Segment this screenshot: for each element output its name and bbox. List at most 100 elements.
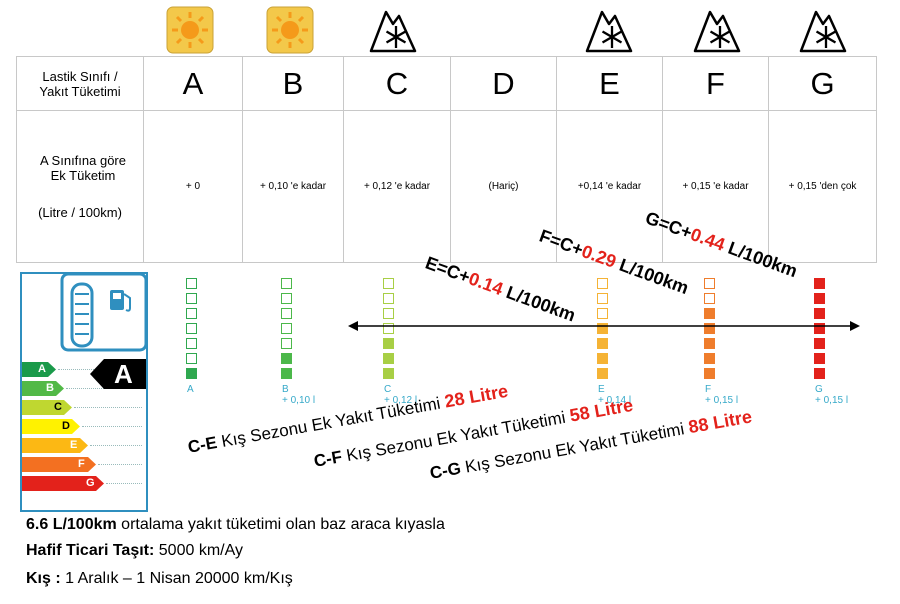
class-square	[704, 368, 715, 379]
fuel-pump-icon	[110, 290, 131, 312]
class-square	[814, 338, 825, 349]
header-row: Lastik Sınıfı / Yakıt Tüketimi A B C D E …	[16, 56, 877, 111]
class-square	[186, 353, 197, 364]
season-ce-liters: 28 Litre	[442, 380, 510, 412]
snowflake-mountain-icon	[692, 4, 741, 53]
class-square	[704, 293, 715, 304]
column-caption-value: + 0,12 l	[384, 395, 418, 406]
class-square	[597, 293, 608, 304]
class-square	[186, 323, 197, 334]
class-square	[383, 293, 394, 304]
color-column-a	[186, 278, 200, 383]
class-square	[704, 278, 715, 289]
class-square	[597, 338, 608, 349]
column-caption-letter: B	[282, 384, 289, 395]
class-square	[814, 323, 825, 334]
header-class-c: C	[343, 56, 451, 111]
column-caption-g: G + 0,15 l	[815, 385, 848, 406]
class-square	[186, 338, 197, 349]
consumption-e: +0,14 'e kadar	[556, 110, 663, 263]
consumption-c: + 0,12 'e kadar	[343, 110, 451, 263]
active-class-letter: A	[114, 359, 133, 389]
column-caption-letter: C	[384, 384, 392, 395]
consumption-row: A Sınıfına göre Ek Tüketim (Litre / 100km…	[16, 110, 877, 263]
footer-line-1: 6.6 L/100km ortalama yakıt tüketimi olan…	[26, 516, 445, 534]
header-class-f: F	[662, 56, 769, 111]
active-class-pointer: A	[90, 359, 146, 394]
class-square	[186, 293, 197, 304]
footer-base-consumption: 6.6 L/100km	[26, 516, 117, 533]
footer-line3-text: 1 Aralık – 1 Nisan 20000 km/Kış	[60, 570, 293, 587]
color-column-g	[814, 278, 828, 383]
consumption-g: + 0,15 'den çok	[768, 110, 877, 263]
tire-icon	[70, 282, 94, 348]
footer-line2-text: 5000 km/Ay	[154, 542, 243, 559]
class-square	[383, 308, 394, 319]
class-square	[704, 308, 715, 319]
season-cf-pair: C-F	[312, 447, 344, 471]
header-label-line2: Yakıt Tüketimi	[39, 83, 121, 99]
header-label: Lastik Sınıfı / Yakıt Tüketimi	[16, 56, 144, 111]
class-square	[704, 353, 715, 364]
range-double-arrow	[348, 321, 860, 331]
row-label-line2: Ek Tüketim	[50, 168, 116, 183]
class-square	[281, 338, 292, 349]
header-class-e: E	[556, 56, 663, 111]
class-square	[814, 293, 825, 304]
column-caption-value: + 0,15 l	[705, 395, 739, 406]
season-ce-pair: C-E	[186, 433, 219, 457]
header-class-a: A	[143, 56, 243, 111]
class-square	[597, 368, 608, 379]
energy-class-letter-c: C	[54, 401, 62, 413]
class-square	[281, 293, 292, 304]
class-square	[186, 308, 197, 319]
header-label-line1: Lastik Sınıfı /	[42, 68, 118, 84]
energy-class-letter-d: D	[62, 420, 70, 432]
energy-class-letter-f: F	[78, 458, 85, 470]
consumption-d: (Hariç)	[450, 110, 557, 263]
column-caption-f: F + 0,15 l	[705, 385, 738, 406]
row-label-line1: A Sınıfına göre	[39, 153, 126, 168]
column-caption-a: A	[187, 385, 194, 395]
footer-winter-label: Kış :	[26, 570, 61, 587]
footer-line-2: Hafif Ticari Taşıt: 5000 km/Ay	[26, 542, 243, 560]
consumption-a: + 0	[143, 110, 243, 263]
class-square	[704, 323, 715, 334]
class-square	[814, 278, 825, 289]
class-square	[281, 278, 292, 289]
color-column-b	[281, 278, 295, 383]
energy-class-leader	[90, 445, 142, 446]
diagonal-e-annotation: E=C+0.14 L/100km	[422, 253, 578, 327]
energy-class-leader	[82, 426, 142, 427]
class-square	[383, 338, 394, 349]
class-square	[383, 353, 394, 364]
energy-class-letter-g: G	[86, 477, 95, 489]
class-square	[814, 368, 825, 379]
row-label-line3: (Litre / 100km)	[38, 205, 122, 220]
column-caption-value: + 0,14 l	[598, 395, 632, 406]
column-caption-letter: E	[598, 384, 605, 395]
footer-vehicle-type: Hafif Ticari Taşıt:	[26, 542, 155, 559]
column-caption-e: E + 0,14 l	[598, 385, 631, 406]
season-cg-pair: C-G	[428, 458, 463, 483]
season-cf-liters: 58 Litre	[568, 394, 635, 426]
classification-table: Lastik Sınıfı / Yakıt Tüketimi A B C D E …	[16, 56, 877, 263]
color-column-e	[597, 278, 611, 383]
row-label: A Sınıfına göre Ek Tüketim (Litre / 100km…	[16, 110, 144, 263]
class-square	[814, 353, 825, 364]
column-caption-letter: F	[705, 384, 712, 395]
column-caption-b: B + 0,10 l	[282, 385, 315, 406]
color-column-f	[704, 278, 718, 383]
color-column-c	[383, 278, 397, 383]
consumption-b: + 0,10 'e kadar	[242, 110, 344, 263]
header-class-d: D	[450, 56, 557, 111]
class-square	[383, 278, 394, 289]
header-class-b: B	[242, 56, 344, 111]
class-square	[814, 308, 825, 319]
column-caption-letter: G	[815, 384, 823, 395]
snowflake-mountain-icon	[368, 4, 417, 53]
energy-class-leader	[98, 464, 142, 465]
class-square	[186, 368, 197, 379]
season-cg-liters: 88 Litre	[686, 406, 754, 438]
class-square	[281, 323, 292, 334]
